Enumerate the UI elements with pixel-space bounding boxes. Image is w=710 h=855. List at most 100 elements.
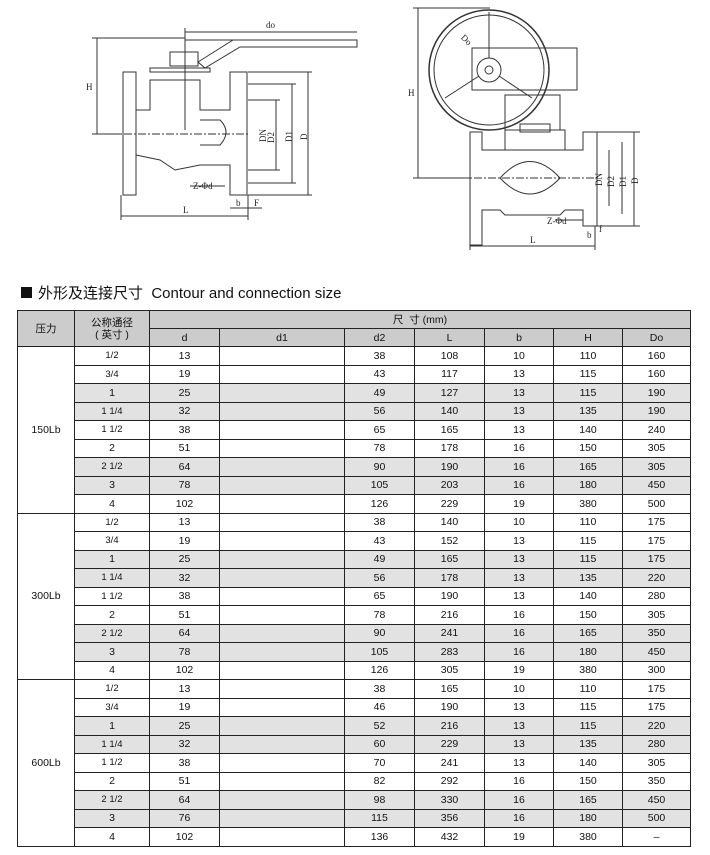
cell-do: 175: [621, 697, 692, 717]
cell-do: 450: [621, 475, 692, 495]
cell-d: 13: [149, 346, 220, 366]
cell-d1: [219, 697, 345, 717]
cell-l: 203: [414, 475, 485, 495]
table-row: 1 1/2 38 65 190 13 140 280: [18, 586, 692, 606]
cell-do: 160: [621, 346, 692, 366]
table-row: 2 51 78 216 16 150 305: [18, 605, 692, 625]
cell-h: 165: [553, 790, 623, 810]
cell-h: 115: [553, 364, 623, 384]
cell-l: 140: [414, 401, 485, 421]
cell-b: 10: [484, 679, 554, 699]
cell-d: 32: [149, 401, 220, 421]
cell-do: 450: [621, 642, 692, 662]
table-row: 3 78 105 283 16 180 450: [18, 642, 692, 662]
cell-d1: [219, 660, 345, 680]
cell-b: 19: [484, 494, 554, 514]
cell-l: 190: [414, 457, 485, 477]
cell-do: 500: [621, 808, 692, 828]
cell-b: 16: [484, 771, 554, 791]
cell-b: 13: [484, 753, 554, 773]
cell-do: 175: [621, 512, 692, 532]
cell-d2: 49: [344, 549, 415, 569]
cell-d2: 136: [344, 827, 415, 847]
cell-h: 150: [553, 771, 623, 791]
cell-d: 78: [149, 642, 220, 662]
table-row: 2 1/2 64 90 190 16 165 305: [18, 457, 692, 477]
cell-d: 38: [149, 586, 220, 606]
cell-d1: [219, 734, 345, 754]
nominal-size-cell: 2 1/2: [74, 623, 150, 643]
cell-b: 10: [484, 512, 554, 532]
cell-d2: 43: [344, 364, 415, 384]
cell-d: 25: [149, 383, 220, 403]
cell-d1: [219, 605, 345, 625]
cell-do: 350: [621, 623, 692, 643]
cell-h: 115: [553, 549, 623, 569]
cell-d2: 56: [344, 568, 415, 588]
cell-d: 78: [149, 475, 220, 495]
cell-b: 13: [484, 364, 554, 384]
table-row: 1 1/2 38 65 165 13 140 240: [18, 420, 692, 440]
cell-d: 25: [149, 549, 220, 569]
nominal-size-cell: 2 1/2: [74, 790, 150, 810]
table-row: 2 1/2 64 98 330 16 165 450: [18, 790, 692, 810]
cell-b: 13: [484, 716, 554, 736]
cell-d: 64: [149, 457, 220, 477]
valve-drawings: do H DN D2 D1 D Z-Φd b F L Do H DN D2 D1…: [86, 7, 640, 250]
section-title: 外形及连接尺寸 Contour and connection size: [21, 282, 341, 303]
cell-b: 13: [484, 401, 554, 421]
cell-b: 16: [484, 438, 554, 458]
cell-h: 115: [553, 697, 623, 717]
column-header-do: Do: [621, 328, 692, 347]
cell-d2: 98: [344, 790, 415, 810]
cell-h: 150: [553, 605, 623, 625]
cell-d: 38: [149, 420, 220, 440]
cell-l: 292: [414, 771, 485, 791]
cell-d2: 46: [344, 697, 415, 717]
cell-do: 175: [621, 531, 692, 551]
nominal-size-cell: 1: [74, 383, 150, 403]
cell-b: 13: [484, 383, 554, 403]
square-bullet-icon: [21, 287, 32, 298]
cell-h: 180: [553, 642, 623, 662]
cell-d1: [219, 716, 345, 736]
label-Do: Do: [459, 32, 474, 47]
cell-d1: [219, 771, 345, 791]
cell-d2: 56: [344, 401, 415, 421]
cell-d: 19: [149, 697, 220, 717]
cell-d: 51: [149, 605, 220, 625]
label-F: F: [254, 198, 259, 208]
table-row: 600Lb 1/2 13 38 165 10 110 175: [17, 679, 692, 847]
cell-b: 16: [484, 808, 554, 828]
cell-d2: 52: [344, 716, 415, 736]
cell-do: 300: [621, 660, 692, 680]
cell-h: 140: [553, 753, 623, 773]
cell-l: 178: [414, 438, 485, 458]
cell-d1: [219, 494, 345, 514]
cell-d2: 82: [344, 771, 415, 791]
cell-h: 150: [553, 438, 623, 458]
cell-d: 51: [149, 438, 220, 458]
cell-do: 305: [621, 753, 692, 773]
label-z-phi-d: Z-Φd: [193, 181, 213, 191]
nominal-size-cell: 2 1/2: [74, 457, 150, 477]
pressure-class-cell: 600Lb: [17, 679, 75, 847]
cell-do: 220: [621, 568, 692, 588]
nominal-size-cell: 1 1/2: [74, 420, 150, 440]
nominal-size-cell: 1 1/2: [74, 586, 150, 606]
cell-d1: [219, 531, 345, 551]
cell-do: 280: [621, 586, 692, 606]
table-row: 1 1/4 32 56 140 13 135 190: [18, 401, 692, 421]
cell-l: 229: [414, 734, 485, 754]
label-b: b: [236, 198, 241, 208]
label-H: H: [86, 82, 93, 92]
cell-l: 241: [414, 623, 485, 643]
cell-d2: 38: [344, 512, 415, 532]
cell-l: 165: [414, 679, 485, 699]
cell-d2: 126: [344, 494, 415, 514]
cell-l: 216: [414, 716, 485, 736]
table-row: 3/4 19 46 190 13 115 175: [18, 697, 692, 717]
cell-b: 13: [484, 568, 554, 588]
cell-b: 16: [484, 475, 554, 495]
cell-d2: 43: [344, 531, 415, 551]
